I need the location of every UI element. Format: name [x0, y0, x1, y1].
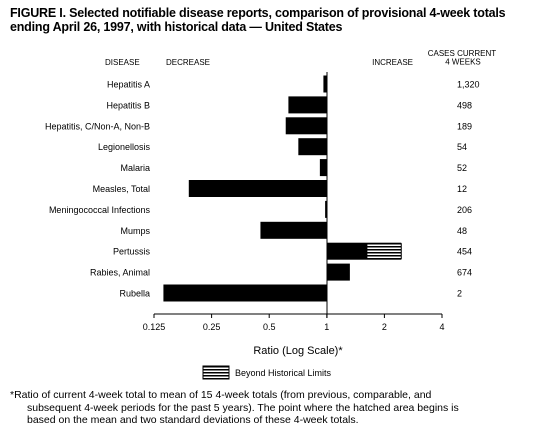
- category-label-mumps: Mumps: [120, 226, 150, 236]
- cases-value-hepatitis-b: 498: [457, 100, 472, 110]
- x-tick-label: 0.25: [203, 322, 221, 332]
- category-label-hepatitis-b: Hepatitis B: [106, 100, 150, 110]
- bar-measles-total: [188, 180, 327, 197]
- figure-title: FIGURE I. Selected notifiable disease re…: [10, 6, 506, 34]
- footnote: *Ratio of current 4-week total to mean o…: [10, 389, 540, 427]
- bar-mumps: [260, 221, 327, 239]
- x-tick-label: 4: [439, 322, 444, 332]
- bar-meningococcal-infections: [325, 200, 327, 218]
- bar-hepatitis-a: [323, 75, 327, 93]
- bar-legionellosis: [298, 138, 327, 156]
- category-label-malaria: Malaria: [120, 163, 150, 173]
- footnote-line-3: based on the mean and two standard devia…: [27, 414, 359, 426]
- cases-value-mumps: 48: [457, 226, 467, 236]
- x-axis-ticks: 0.125 0.25 0.5 1 2 4: [143, 314, 445, 332]
- cases-value-measles-total: 12: [457, 184, 467, 194]
- cases-value-rabies-animal: 674: [457, 268, 472, 278]
- category-labels: Hepatitis A Hepatitis B Hepatitis, C/Non-A…: [45, 80, 151, 299]
- x-tick-label: 1: [324, 322, 329, 332]
- bar-rubella: [163, 284, 327, 302]
- bar-hatched-pertussis: [366, 243, 402, 260]
- case-count-labels: 1,320 498 189 54 52 12 206 48 454 674 2: [457, 80, 480, 299]
- footnote-line-2: subsequent 4-week periods for the past 5…: [27, 401, 459, 414]
- footnote-line-1: *Ratio of current 4-week total to mean o…: [10, 389, 432, 401]
- category-label-rubella: Rubella: [119, 289, 150, 299]
- cases-value-meningococcal-infections: 206: [457, 205, 472, 215]
- cases-value-hepatitis-c-non-a-non-b: 189: [457, 121, 472, 131]
- category-label-hepatitis-c-non-a-non-b: Hepatitis, C/Non-A, Non-B: [45, 121, 150, 131]
- x-axis-label: Ratio (Log Scale)*: [253, 345, 343, 357]
- cases-value-rubella: 2: [457, 289, 462, 299]
- header-decrease: DECREASE: [166, 58, 210, 67]
- cases-value-hepatitis-a: 1,320: [457, 80, 480, 90]
- cases-value-legionellosis: 54: [457, 142, 467, 152]
- category-label-pertussis: Pertussis: [113, 247, 151, 257]
- bar-malaria: [319, 159, 327, 177]
- cases-value-pertussis: 454: [457, 247, 472, 257]
- header-disease: DISEASE: [105, 58, 140, 67]
- x-tick-label: 0.5: [263, 322, 276, 332]
- cases-value-malaria: 52: [457, 163, 467, 173]
- x-tick-label: 2: [382, 322, 387, 332]
- bar-hepatitis-b: [288, 96, 327, 114]
- category-label-measles-total: Measles, Total: [93, 184, 150, 194]
- legend-label: Beyond Historical Limits: [235, 368, 332, 378]
- category-label-legionellosis: Legionellosis: [98, 142, 151, 152]
- bar-rabies-animal: [326, 263, 350, 281]
- category-label-meningococcal-infections: Meningococcal Infections: [49, 205, 151, 215]
- legend-hatch-swatch: [202, 365, 230, 380]
- bar-hepatitis-c-non-a-non-b: [285, 117, 327, 135]
- header-increase: INCREASE: [372, 58, 413, 67]
- x-tick-label: 0.125: [143, 322, 166, 332]
- category-label-hepatitis-a: Hepatitis A: [107, 80, 150, 90]
- category-label-rabies-animal: Rabies, Animal: [90, 268, 150, 278]
- header-cases: CASES CURRENT 4 WEEKS: [428, 49, 499, 67]
- bars-layer: [163, 75, 402, 302]
